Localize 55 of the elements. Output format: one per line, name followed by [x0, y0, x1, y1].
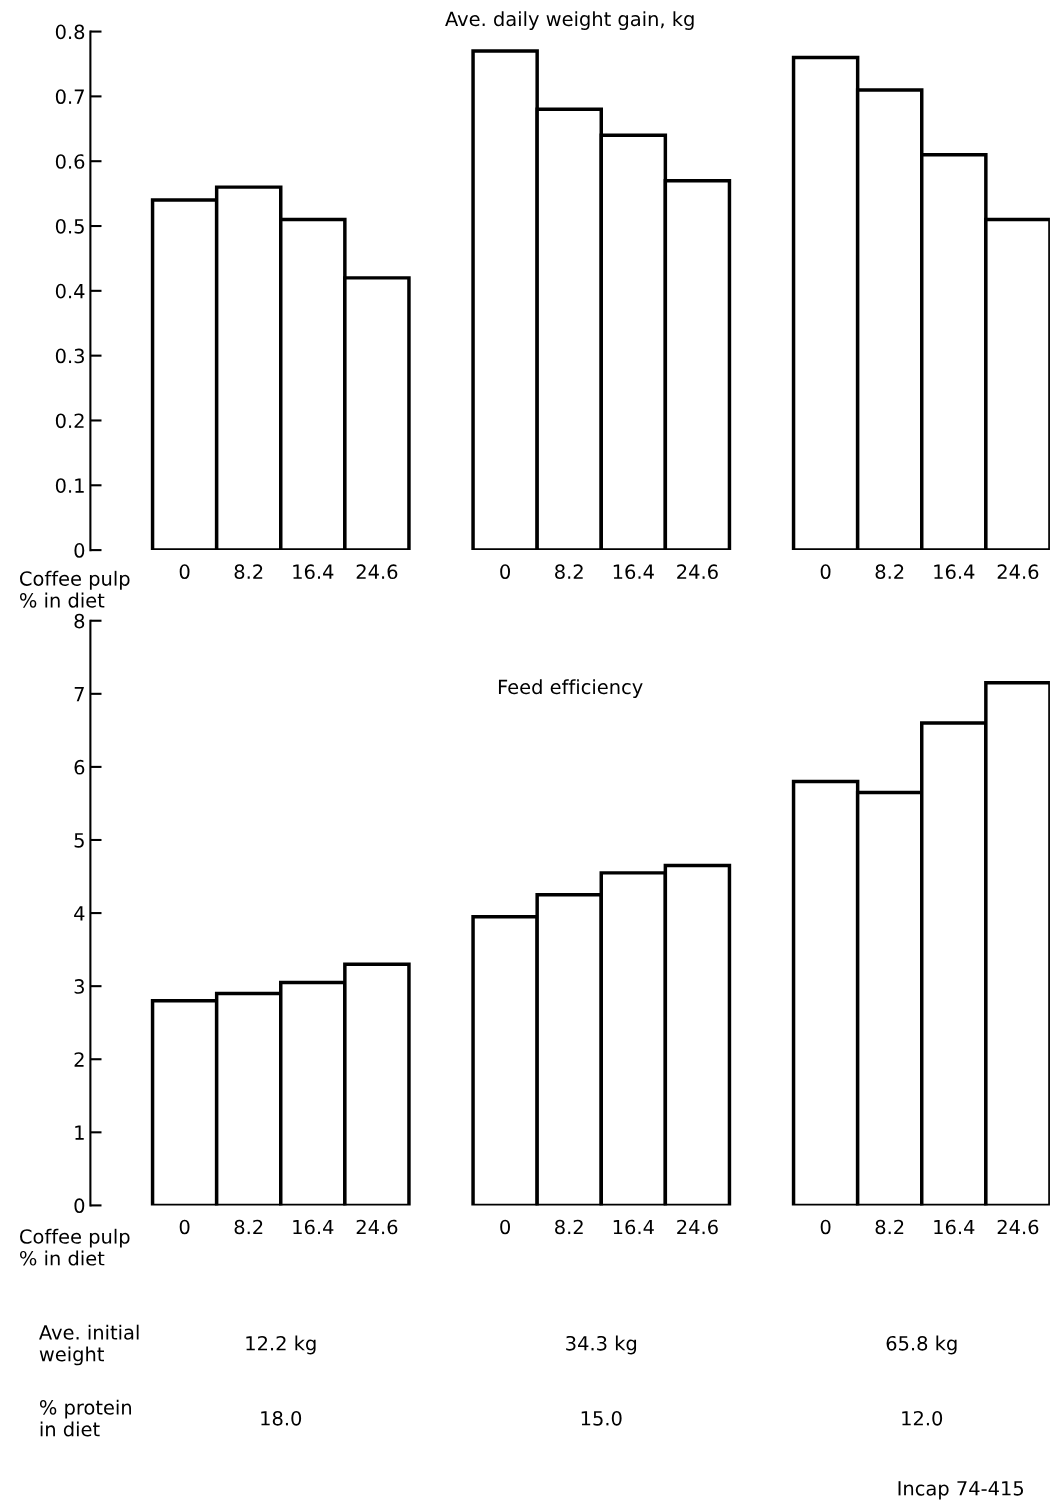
y-tick-label: 7	[74, 687, 84, 702]
x-tick-label: 16.4	[934, 564, 975, 580]
y-tick-label: 0	[74, 543, 85, 558]
x-tick-label: 8.2	[234, 1219, 263, 1235]
y-tick-label: 0.7	[55, 89, 84, 105]
x-tick-label: 8.2	[234, 564, 263, 580]
text: 18.0	[261, 1410, 302, 1426]
chart-title: Ave. daily weight gain, kg	[445, 11, 694, 31]
y-tick-label: 8	[74, 613, 85, 629]
text: 34.3 kg	[566, 1335, 637, 1355]
text: 12.0	[902, 1410, 943, 1426]
y-tick-label: 0.8	[55, 24, 85, 40]
x-tick-label: 8.2	[875, 1219, 904, 1235]
y-tick-label: 3	[74, 979, 84, 994]
x-axis-title: Coffee pulp % in diet	[19, 1228, 130, 1266]
x-tick-label: 24.6	[677, 1219, 718, 1235]
x-tick-label: 24.6	[356, 1219, 398, 1235]
x-tick-label: 16.4	[293, 1219, 334, 1235]
text: 15.0	[581, 1410, 622, 1426]
x-axis-title: Coffee pulp % in diet	[19, 570, 130, 608]
x-tick-label: 0	[820, 564, 831, 580]
y-tick-label: 0.1	[55, 478, 84, 493]
x-tick-label: 16.4	[934, 1219, 975, 1235]
x-tick-label: 0	[179, 564, 190, 580]
x-tick-label: 8.2	[555, 1219, 583, 1235]
x-tick-label: 0	[500, 564, 510, 580]
text: Ave. initial weight	[39, 1324, 139, 1366]
x-tick-label: 16.4	[613, 1219, 654, 1235]
y-tick-label: 0.4	[55, 283, 85, 299]
x-tick-label: 8.2	[555, 564, 583, 580]
y-tick-label: 0.5	[55, 218, 84, 234]
text: % protein in diet	[39, 1399, 131, 1437]
y-tick-label: 4	[74, 906, 85, 921]
x-tick-label: 24.6	[677, 564, 718, 580]
x-tick-label: 8.2	[875, 564, 904, 580]
y-tick-label: 6	[74, 759, 85, 775]
x-tick-label: 24.6	[997, 564, 1039, 580]
y-tick-label: 1	[75, 1125, 84, 1140]
x-tick-label: 24.6	[997, 1219, 1039, 1235]
x-tick-label: 0	[500, 1219, 510, 1235]
text: 12.2 kg	[246, 1335, 316, 1355]
y-tick-label: 0.3	[55, 348, 84, 364]
text: Feed efficiency	[498, 679, 643, 699]
y-tick-label: 2	[74, 1052, 84, 1067]
x-tick-label: 24.6	[356, 564, 398, 580]
x-tick-label: 16.4	[613, 564, 654, 580]
y-tick-label: 0	[74, 1198, 85, 1214]
x-tick-label: 16.4	[293, 564, 334, 580]
y-tick-label: 0.2	[55, 413, 84, 429]
x-tick-label: 0	[179, 1219, 190, 1235]
text: 65.8 kg	[886, 1335, 957, 1355]
x-tick-label: 0	[820, 1219, 831, 1235]
y-tick-label: 0.6	[55, 154, 85, 169]
y-tick-label: 5	[74, 833, 84, 848]
text: Incap 74-415	[898, 1481, 1024, 1500]
